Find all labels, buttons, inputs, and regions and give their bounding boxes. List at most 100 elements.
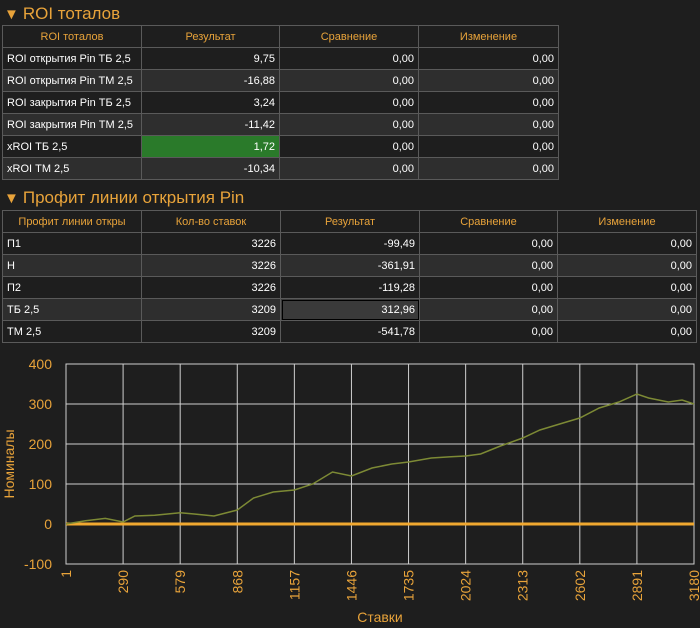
x-tick-label: 1 (58, 570, 74, 578)
table-row[interactable]: ROI закрытия Pin ТМ 2,5 -11,42 0,00 0,00 (2, 113, 559, 136)
table-row[interactable]: xROI ТМ 2,5 -10,34 0,00 0,00 (2, 157, 559, 180)
table-row[interactable]: xROI ТБ 2,5 1,72 0,00 0,00 (2, 135, 559, 158)
count-cell: 3209 (141, 320, 281, 343)
row-label: xROI ТБ 2,5 (2, 135, 142, 158)
grid (65, 363, 695, 565)
change-cell: 0,00 (418, 135, 559, 158)
y-tick-label: 100 (29, 476, 53, 492)
compare-cell: 0,00 (279, 69, 419, 92)
change-cell: 0,00 (418, 69, 559, 92)
table-row[interactable]: Н 3226 -361,91 0,00 0,00 (2, 254, 697, 277)
x-tick-label: 290 (115, 570, 131, 594)
row-label: ROI закрытия Pin ТМ 2,5 (2, 113, 142, 136)
compare-cell: 0,00 (419, 276, 558, 299)
row-label: ROI открытия Pin ТМ 2,5 (2, 69, 142, 92)
column-header[interactable]: ROI тоталов (2, 25, 142, 48)
compare-cell: 0,00 (279, 113, 419, 136)
column-header[interactable]: Результат (280, 210, 420, 233)
x-tick-label: 1446 (343, 570, 359, 601)
count-cell: 3226 (141, 276, 281, 299)
result-cell-selected[interactable]: 312,96 (280, 298, 420, 321)
x-tick-label: 2313 (515, 570, 531, 601)
compare-cell: 0,00 (419, 254, 558, 277)
change-cell: 0,00 (418, 47, 559, 70)
result-cell: 3,24 (141, 91, 280, 114)
x-tick-label: 2602 (572, 570, 588, 601)
result-cell-highlighted: 1,72 (141, 135, 280, 158)
table-row[interactable]: ТМ 2,5 3209 -541,78 0,00 0,00 (2, 320, 697, 343)
column-header[interactable]: Сравнение (279, 25, 419, 48)
table-row[interactable]: ROI закрытия Pin ТБ 2,5 3,24 0,00 0,00 (2, 91, 559, 114)
plot-area (65, 363, 695, 565)
result-cell: 9,75 (141, 47, 280, 70)
row-label: ROI закрытия Pin ТБ 2,5 (2, 91, 142, 114)
y-axis-label: Номиналы (1, 429, 17, 498)
y-tick-label: -100 (24, 556, 52, 572)
result-cell: -99,49 (280, 232, 420, 255)
x-tick-label: 3180 (686, 570, 700, 601)
table-row-selected[interactable]: ТБ 2,5 3209 312,96 0,00 0,00 (2, 298, 697, 321)
row-label: П1 (2, 232, 142, 255)
column-header[interactable]: Изменение (557, 210, 697, 233)
compare-cell: 0,00 (419, 232, 558, 255)
compare-cell: 0,00 (279, 91, 419, 114)
count-cell: 3209 (141, 298, 281, 321)
row-label: Н (2, 254, 142, 277)
x-tick-label: 579 (172, 570, 188, 594)
compare-cell: 0,00 (419, 320, 558, 343)
row-label: xROI ТМ 2,5 (2, 157, 142, 180)
compare-cell: 0,00 (279, 157, 419, 180)
result-cell: -541,78 (280, 320, 420, 343)
x-tick-label: 1157 (286, 570, 302, 600)
table-row[interactable]: П2 3226 -119,28 0,00 0,00 (2, 276, 697, 299)
y-tick-label: 0 (44, 516, 52, 532)
x-tick-label: 2024 (458, 570, 474, 601)
change-cell: 0,00 (418, 91, 559, 114)
roi-section-title[interactable]: ▼ ROI тоталов (4, 3, 120, 25)
x-tick-label: 1735 (401, 570, 417, 601)
column-header[interactable]: Изменение (418, 25, 559, 48)
change-cell: 0,00 (418, 113, 559, 136)
roi-table-header: ROI тоталов Результат Сравнение Изменени… (2, 25, 559, 48)
count-cell: 3226 (141, 254, 281, 277)
change-cell: 0,00 (557, 320, 697, 343)
table-row[interactable]: П1 3226 -99,49 0,00 0,00 (2, 232, 697, 255)
x-tick-label: 868 (229, 570, 245, 594)
column-header[interactable]: Профит линии откры (2, 210, 142, 233)
profit-section-title[interactable]: ▼ Профит линии открытия Pin (4, 187, 244, 209)
result-cell: -16,88 (141, 69, 280, 92)
y-tick-label: 400 (29, 356, 53, 372)
profit-table: Профит линии откры Кол-во ставок Результ… (2, 210, 697, 343)
change-cell: 0,00 (557, 276, 697, 299)
result-cell: -10,34 (141, 157, 280, 180)
roi-section-title-text: ROI тоталов (22, 4, 121, 23)
compare-cell: 0,00 (279, 47, 419, 70)
compare-cell: 0,00 (279, 135, 419, 158)
y-tick-label: 300 (29, 396, 53, 412)
change-cell: 0,00 (557, 254, 697, 277)
x-tick-label: 2891 (629, 570, 645, 601)
collapse-triangle-icon[interactable]: ▼ (4, 189, 19, 207)
result-cell: -361,91 (280, 254, 420, 277)
result-cell: -11,42 (141, 113, 280, 136)
result-cell: -119,28 (280, 276, 420, 299)
profit-chart: -100 0 100 200 300 400 1 290 579 868 1157 1446 1735 2… (1, 356, 700, 625)
compare-cell: 0,00 (419, 298, 558, 321)
table-row[interactable]: ROI открытия Pin ТБ 2,5 9,75 0,00 0,00 (2, 47, 559, 70)
collapse-triangle-icon[interactable]: ▼ (4, 5, 19, 23)
count-cell: 3226 (141, 232, 281, 255)
profit-section-title-text: Профит линии открытия Pin (22, 188, 245, 207)
row-label: ТМ 2,5 (2, 320, 142, 343)
y-tick-label: 200 (29, 436, 53, 452)
profit-table-header: Профит линии откры Кол-во ставок Результ… (2, 210, 697, 233)
column-header[interactable]: Сравнение (419, 210, 558, 233)
change-cell: 0,00 (557, 232, 697, 255)
roi-table: ROI тоталов Результат Сравнение Изменени… (2, 25, 559, 180)
change-cell: 0,00 (557, 298, 697, 321)
row-label: ТБ 2,5 (2, 298, 142, 321)
table-row[interactable]: ROI открытия Pin ТМ 2,5 -16,88 0,00 0,00 (2, 69, 559, 92)
column-header[interactable]: Кол-во ставок (141, 210, 281, 233)
tick-labels: -100 0 100 200 300 400 1 290 579 868 1157 1446 1735 2… (24, 356, 700, 601)
column-header[interactable]: Результат (141, 25, 280, 48)
row-label: ROI открытия Pin ТБ 2,5 (2, 47, 142, 70)
